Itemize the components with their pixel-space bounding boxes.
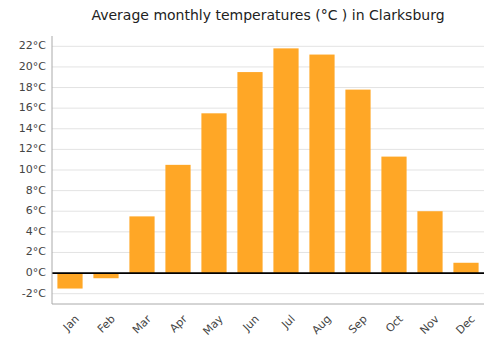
grid [52, 46, 484, 293]
grid-line [52, 108, 484, 109]
grid-line [52, 149, 484, 150]
bar [381, 157, 406, 273]
x-tick-label: Jun [240, 313, 262, 335]
y-tick-label: 2°C [26, 245, 46, 258]
bar [453, 263, 478, 273]
grid-line [52, 66, 484, 67]
chart-container: Average monthly temperatures (°C ) in Cl… [0, 0, 500, 350]
y-tick-label: 6°C [26, 204, 46, 217]
x-tick-label: Nov [417, 312, 442, 337]
x-tick-label: Jul [278, 313, 297, 332]
bar [129, 216, 154, 273]
chart: Average monthly temperatures (°C ) in Cl… [0, 0, 500, 350]
grid-line [52, 128, 484, 129]
y-tick-label: 18°C [19, 81, 46, 94]
x-tick-label: May [200, 312, 226, 338]
bar [345, 90, 370, 273]
y-tick-label: 4°C [26, 225, 46, 238]
bars [57, 48, 478, 288]
y-axis: -2°C 0°C 2°C 4°C 6°C 8°C 10°C 12°C 14°C 16°C 18°C 2… [19, 39, 46, 299]
y-tick-label: 16°C [19, 101, 46, 114]
x-tick-label: Dec [454, 313, 478, 337]
bar [417, 211, 442, 273]
chart-title: Average monthly temperatures (°C ) in Cl… [91, 7, 444, 23]
x-tick-label: Jan [60, 313, 82, 335]
grid-line [52, 87, 484, 88]
y-tick-label: 10°C [19, 163, 46, 176]
y-tick-label: 14°C [19, 122, 46, 135]
grid-line [52, 293, 484, 294]
x-tick-label: Aug [309, 313, 333, 337]
y-tick-label: 0°C [26, 266, 46, 279]
y-tick-label: 8°C [26, 184, 46, 197]
y-tick-label: 22°C [19, 39, 46, 52]
y-tick-label: 20°C [19, 60, 46, 73]
y-axis-line [52, 36, 53, 304]
grid-line [52, 273, 484, 274]
x-tick-label: Sep [346, 313, 370, 337]
bar [201, 113, 226, 273]
zero-line [52, 272, 484, 274]
x-tick-label: Oct [383, 312, 406, 335]
y-tick-label: -2°C [22, 287, 46, 300]
bar [237, 72, 262, 273]
bar [273, 48, 298, 273]
bar [57, 273, 82, 288]
grid-line [52, 170, 484, 171]
grid-line [52, 46, 484, 47]
grid-line [52, 190, 484, 191]
bar [165, 165, 190, 273]
x-tick-label: Mar [130, 312, 154, 336]
x-axis-line [52, 304, 484, 305]
x-axis: Jan Feb Mar Apr May Jun Jul Aug Sep Oct Nov Dec [60, 312, 478, 338]
x-tick-label: Apr [167, 312, 190, 335]
x-tick-label: Feb [95, 313, 118, 336]
bar [309, 55, 334, 274]
y-tick-label: 12°C [19, 142, 46, 155]
